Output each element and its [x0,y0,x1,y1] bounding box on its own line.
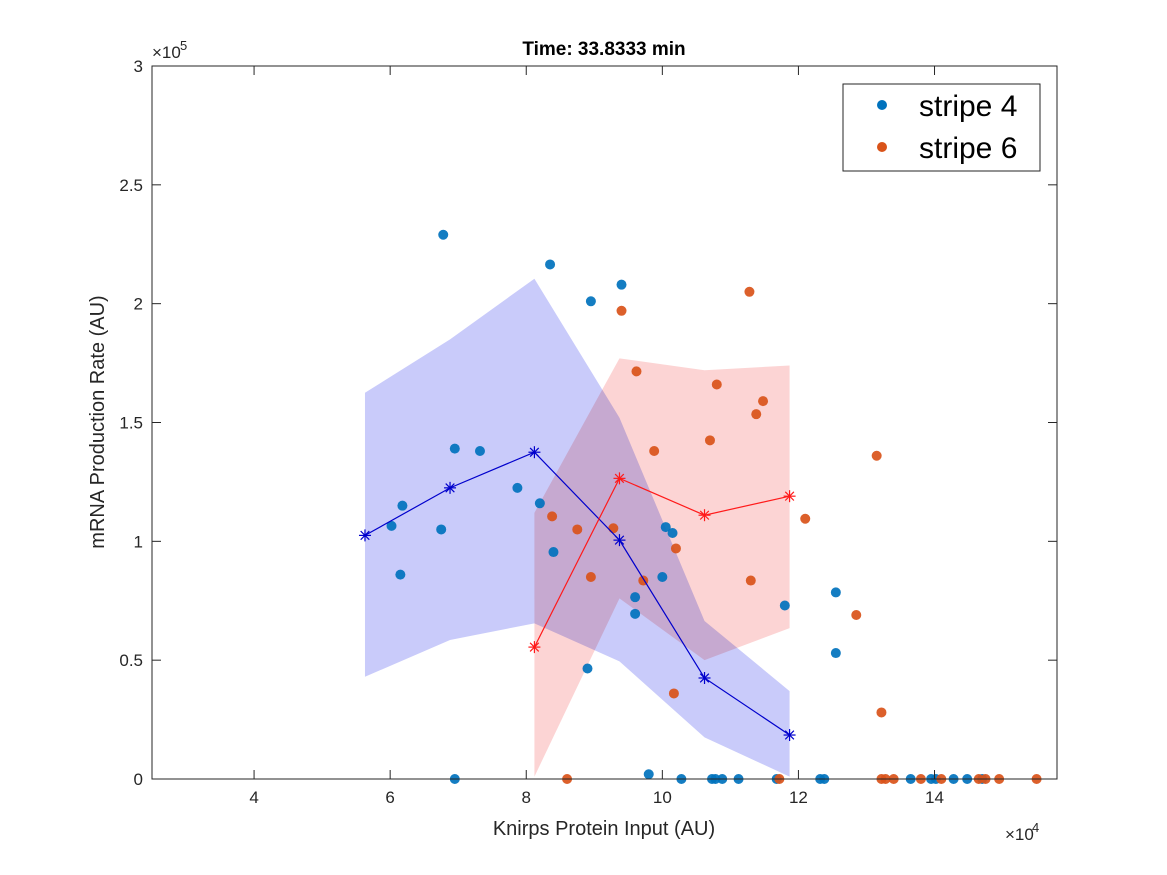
data-point-stripe-4 [616,279,627,290]
data-point-stripe-4 [779,600,790,611]
legend: stripe 4 stripe 6 [842,83,1041,172]
data-point-stripe-6 [744,286,755,297]
y-axis-label: mRNA Production Rate (AU) [87,295,109,548]
data-point-stripe-6 [751,409,762,420]
data-point-stripe-4 [534,498,545,509]
y-tick-label: 2 [134,295,143,314]
y-tick-label: 1.5 [119,414,143,433]
data-point-stripe-6 [608,523,619,534]
data-point-stripe-6 [876,707,887,718]
data-point-stripe-4 [585,296,596,307]
data-point-stripe-6 [800,513,811,524]
data-point-stripe-4 [582,663,593,674]
data-point-stripe-4 [438,229,449,240]
x-scale-exponent: ×10 4 [1005,820,1039,844]
data-point-stripe-4 [436,524,447,535]
x-tick-label: 8 [522,788,531,807]
data-point-stripe-4 [630,592,641,603]
mean-marker [698,671,711,684]
data-point-stripe-6 [616,305,627,316]
x-tick-label: 10 [653,788,672,807]
data-point-stripe-4 [830,648,841,659]
mean-line-2 [533,477,790,648]
mean-marker [783,729,796,742]
y-tick-label: 0.5 [119,651,143,670]
y-scale-exp: 5 [180,38,187,53]
data-point-stripe-4 [830,587,841,598]
mean-marker [698,509,711,522]
legend-box [842,83,1041,172]
data-point-stripe-4 [512,482,523,493]
y-scale-exponent: ×10 5 [152,38,187,62]
data-point-stripe-6 [631,366,642,377]
mean-marker [613,472,626,485]
data-point-stripe-4 [660,522,671,533]
y-tick-label: 3 [134,57,143,76]
y-tick-label: 2.5 [119,176,143,195]
chart-title: Time: 33.8333 min [522,39,685,60]
data-point-stripe-4 [667,528,678,539]
legend-marker-stripe-6 [877,142,887,152]
data-point-stripe-6 [670,543,681,554]
data-point-stripe-4 [395,569,406,580]
x-axis-label: Knirps Protein Input (AU) [493,818,715,840]
mean-line-1 [364,451,790,736]
data-point-stripe-6 [871,450,882,461]
data-point-stripe-6 [758,396,769,407]
mean-marker [358,529,371,542]
data-point-stripe-6 [649,446,660,457]
y-scale-label: ×10 [152,43,181,62]
data-point-stripe-6 [745,575,756,586]
x-scale-label: ×10 [1005,825,1034,844]
x-tick-label: 4 [249,788,258,807]
binned-mean-lines [358,446,796,742]
data-point-stripe-6 [704,435,715,446]
data-point-stripe-6 [547,511,558,522]
legend-marker-stripe-4 [877,100,887,110]
data-point-stripe-4 [643,769,654,780]
data-point-stripe-4 [397,500,408,511]
mean-marker [613,534,626,547]
legend-label-stripe-6: stripe 6 [919,132,1017,165]
data-point-stripe-4 [657,571,668,582]
y-tick-label: 1 [134,532,143,551]
data-point-stripe-4 [630,608,641,619]
data-point-stripe-4 [449,443,460,454]
mean-marker [528,446,541,459]
data-point-stripe-6 [585,571,596,582]
data-point-stripe-6 [711,379,722,390]
axis-ticks: 4 6 8 10 12 14 0 0.5 1 1.5 2 2.5 3 [119,57,1057,807]
legend-label-stripe-4: stripe 4 [919,90,1017,123]
x-tick-label: 14 [925,788,944,807]
x-tick-label: 12 [789,788,808,807]
y-tick-label: 0 [134,770,143,789]
mean-marker [528,641,541,654]
data-point-stripe-4 [545,259,556,270]
data-point-stripe-4 [386,520,397,531]
mean-marker [444,481,457,494]
mean-marker [783,490,796,503]
data-point-stripe-6 [851,610,862,621]
data-point-stripe-4 [548,547,559,558]
scatter-markers [386,229,1042,784]
confidence-band-2 [534,358,790,777]
x-scale-exp: 4 [1032,820,1039,835]
x-tick-label: 6 [385,788,394,807]
data-point-stripe-6 [668,688,679,699]
data-point-stripe-6 [572,524,583,535]
data-point-stripe-4 [474,446,485,457]
